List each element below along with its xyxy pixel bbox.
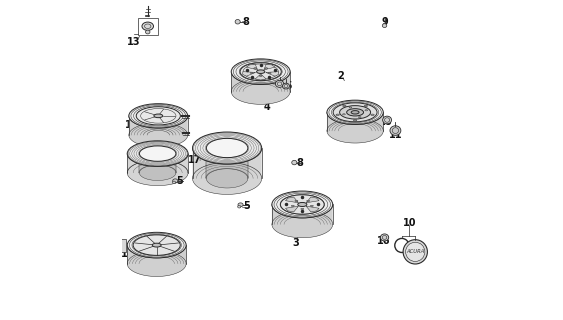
Polygon shape xyxy=(306,206,319,212)
Text: 14: 14 xyxy=(120,249,134,260)
Ellipse shape xyxy=(238,203,243,207)
Ellipse shape xyxy=(127,232,186,258)
Ellipse shape xyxy=(310,205,313,206)
Ellipse shape xyxy=(152,243,161,247)
Polygon shape xyxy=(264,64,275,70)
Ellipse shape xyxy=(283,83,289,89)
Ellipse shape xyxy=(272,191,333,218)
Ellipse shape xyxy=(349,107,352,108)
Ellipse shape xyxy=(381,234,388,241)
Ellipse shape xyxy=(351,111,359,114)
Text: 16: 16 xyxy=(379,117,392,127)
Ellipse shape xyxy=(275,80,284,87)
Polygon shape xyxy=(266,72,279,76)
Polygon shape xyxy=(247,64,258,70)
Text: 1: 1 xyxy=(125,120,132,131)
Polygon shape xyxy=(285,206,298,212)
Text: 8: 8 xyxy=(297,158,303,168)
Text: 4: 4 xyxy=(263,102,270,112)
Polygon shape xyxy=(193,148,262,194)
Ellipse shape xyxy=(406,242,425,261)
Text: ACURA: ACURA xyxy=(406,249,425,254)
Ellipse shape xyxy=(238,205,241,208)
Ellipse shape xyxy=(333,103,377,122)
Polygon shape xyxy=(243,72,256,76)
Ellipse shape xyxy=(327,100,383,124)
Ellipse shape xyxy=(382,24,387,28)
Polygon shape xyxy=(140,154,176,180)
Polygon shape xyxy=(255,74,266,80)
Ellipse shape xyxy=(371,114,374,116)
Ellipse shape xyxy=(342,114,345,115)
Ellipse shape xyxy=(354,119,357,121)
Ellipse shape xyxy=(193,132,262,164)
Text: 11: 11 xyxy=(389,130,403,140)
Text: 7: 7 xyxy=(177,111,184,121)
Text: 13: 13 xyxy=(127,36,140,47)
Text: 12: 12 xyxy=(271,76,285,86)
Text: 9: 9 xyxy=(381,17,388,27)
Polygon shape xyxy=(285,197,298,203)
Ellipse shape xyxy=(133,235,180,255)
Polygon shape xyxy=(306,197,319,203)
Text: 3: 3 xyxy=(292,238,299,248)
Ellipse shape xyxy=(257,70,265,74)
Polygon shape xyxy=(231,72,290,104)
Bar xyxy=(138,18,158,35)
Ellipse shape xyxy=(129,104,187,128)
Ellipse shape xyxy=(298,203,307,206)
Bar xyxy=(120,239,126,252)
Ellipse shape xyxy=(142,22,154,30)
Text: 15: 15 xyxy=(280,81,293,91)
Text: 16: 16 xyxy=(377,236,391,246)
Ellipse shape xyxy=(240,63,282,81)
Text: 2: 2 xyxy=(337,71,344,81)
Ellipse shape xyxy=(291,205,294,206)
Text: 5: 5 xyxy=(243,201,249,212)
Ellipse shape xyxy=(268,72,271,74)
Ellipse shape xyxy=(154,114,163,118)
Ellipse shape xyxy=(347,109,364,116)
Polygon shape xyxy=(207,148,248,188)
Ellipse shape xyxy=(358,116,361,118)
Ellipse shape xyxy=(280,195,324,214)
Text: 6: 6 xyxy=(181,130,187,140)
Text: 17: 17 xyxy=(187,155,201,165)
Ellipse shape xyxy=(403,240,427,264)
Ellipse shape xyxy=(364,105,368,107)
Ellipse shape xyxy=(390,126,401,135)
Ellipse shape xyxy=(301,208,304,210)
Polygon shape xyxy=(272,204,333,238)
Ellipse shape xyxy=(172,181,176,184)
Ellipse shape xyxy=(235,20,240,24)
Ellipse shape xyxy=(260,75,262,76)
Ellipse shape xyxy=(339,106,370,119)
Ellipse shape xyxy=(254,68,257,69)
Ellipse shape xyxy=(231,59,290,84)
Text: 8: 8 xyxy=(242,17,249,27)
Text: 10: 10 xyxy=(403,218,416,228)
Polygon shape xyxy=(127,154,188,186)
Ellipse shape xyxy=(265,68,267,69)
Ellipse shape xyxy=(295,200,298,202)
Ellipse shape xyxy=(336,114,339,116)
Ellipse shape xyxy=(136,107,180,125)
Ellipse shape xyxy=(251,72,253,74)
Ellipse shape xyxy=(173,179,178,183)
Ellipse shape xyxy=(292,160,297,165)
Ellipse shape xyxy=(145,30,150,34)
Ellipse shape xyxy=(365,110,368,111)
Ellipse shape xyxy=(207,139,248,158)
Polygon shape xyxy=(327,112,383,143)
Text: 5: 5 xyxy=(177,176,184,187)
Ellipse shape xyxy=(343,105,346,107)
Ellipse shape xyxy=(307,200,310,202)
Ellipse shape xyxy=(140,146,176,161)
Ellipse shape xyxy=(127,141,188,166)
Polygon shape xyxy=(129,116,187,147)
Ellipse shape xyxy=(383,116,392,124)
Polygon shape xyxy=(127,245,186,276)
